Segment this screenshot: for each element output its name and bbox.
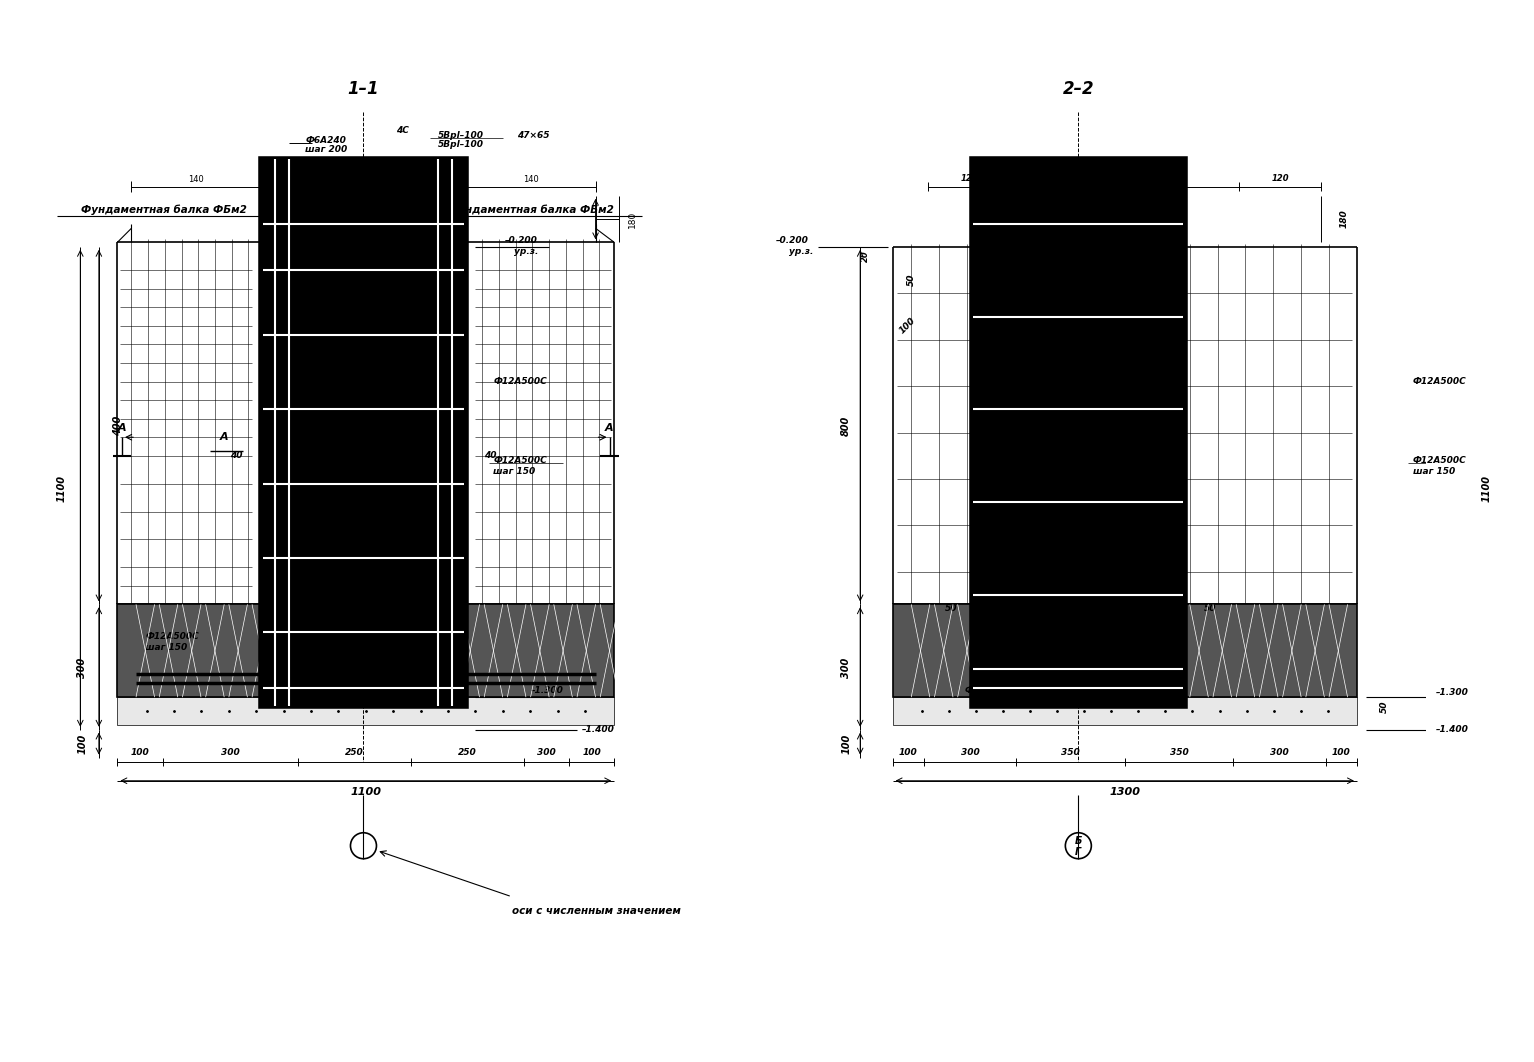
Text: 350: 350 [1062,749,1080,757]
Text: 350: 350 [1169,749,1189,757]
Text: 40: 40 [485,451,497,460]
Text: 50: 50 [945,604,957,614]
Text: Г: Г [1075,847,1081,857]
Text: 100: 100 [77,734,87,754]
Text: 120: 120 [1272,174,1289,183]
Text: 50: 50 [1381,700,1390,713]
Text: 300: 300 [77,657,87,678]
Text: шаг 150: шаг 150 [146,644,187,652]
Text: 1–1: 1–1 [348,80,379,98]
Text: 230: 230 [1035,174,1054,183]
Text: 110: 110 [305,174,321,184]
Text: 5Врl–100: 5Врl–100 [437,140,483,150]
Text: Ф6А240: Ф6А240 [305,136,347,144]
Text: Ф12А500С: Ф12А500С [494,377,548,386]
Text: 180: 180 [1339,209,1348,228]
Text: оси с численным значением: оси с численным значением [512,906,681,915]
Text: 100: 100 [130,749,149,757]
Bar [893,697,1358,725]
Text: 50: 50 [1204,604,1216,614]
Text: –0.200: –0.200 [776,236,808,245]
Bar [118,604,614,697]
Text: 50: 50 [457,691,466,703]
Text: Фундаментная балка ФБм2: Фундаментная балка ФБм2 [81,205,247,215]
Text: шаг 150: шаг 150 [494,467,535,476]
Text: 1100: 1100 [350,787,382,796]
Text: 100: 100 [583,749,601,757]
Text: 5Врl–100: 5Врl–100 [437,131,483,140]
Text: А: А [118,423,126,433]
Text: шаг 150: шаг 150 [1413,467,1454,476]
Text: шаг 200: шаг 200 [305,144,348,154]
Text: –1.300: –1.300 [1436,688,1468,697]
Text: Ф12А500С: Ф12А500С [1413,456,1467,465]
Text: 400: 400 [114,416,123,436]
Text: 1100: 1100 [57,475,67,501]
Bar [971,158,1186,706]
Text: 1100: 1100 [1482,475,1491,501]
Text: 4С: 4С [396,126,410,135]
Text: –1.300: –1.300 [531,686,563,696]
Text: А: А [606,423,614,433]
Text: 100: 100 [1332,749,1351,757]
Text: 110: 110 [407,174,422,184]
Text: 300: 300 [841,657,851,678]
Text: 100: 100 [841,734,851,754]
Bar [118,697,614,725]
Text: 230: 230 [1150,174,1167,183]
Text: Ф12А500С: Ф12А500С [146,632,199,641]
Text: 300: 300 [960,749,979,757]
Text: Ф12А500С: Ф12А500С [1413,377,1467,386]
Text: –1.400: –1.400 [1436,725,1468,734]
Text: 180: 180 [627,210,637,227]
Text: 40: 40 [230,451,242,460]
Text: 20: 20 [861,251,870,262]
Text: 300: 300 [1270,749,1289,757]
Text: –1.400: –1.400 [581,725,615,734]
Text: 250: 250 [459,749,477,757]
Text: 1300: 1300 [1109,787,1140,796]
Text: шаг 150: шаг 150 [976,698,1019,706]
Text: А: А [219,432,229,442]
Text: 120: 120 [960,174,979,183]
Text: Ф12А500С: Ф12А500С [494,456,548,465]
Text: 47×65: 47×65 [517,131,549,140]
Text: 140: 140 [523,174,538,184]
Bar [893,604,1358,697]
Text: 100: 100 [897,316,917,336]
Bar [261,158,466,706]
Text: ур.з.: ур.з. [514,247,538,256]
Text: 300: 300 [221,749,239,757]
Text: 140: 140 [189,174,204,184]
Text: 50: 50 [907,273,916,286]
Text: Фундаментная балка ФБм2: Фундаментная балка ФБм2 [448,205,614,215]
Text: ур.з.: ур.з. [790,247,813,256]
Text: 300: 300 [537,749,555,757]
Text: –0.200: –0.200 [505,236,538,245]
Text: 100: 100 [899,749,917,757]
Text: 250: 250 [345,749,364,757]
Text: 800: 800 [841,416,851,436]
Text: Ф12А500С: Ф12А500С [965,686,1019,696]
Text: 2–2: 2–2 [1063,80,1094,98]
Text: Б: Б [1075,836,1081,846]
